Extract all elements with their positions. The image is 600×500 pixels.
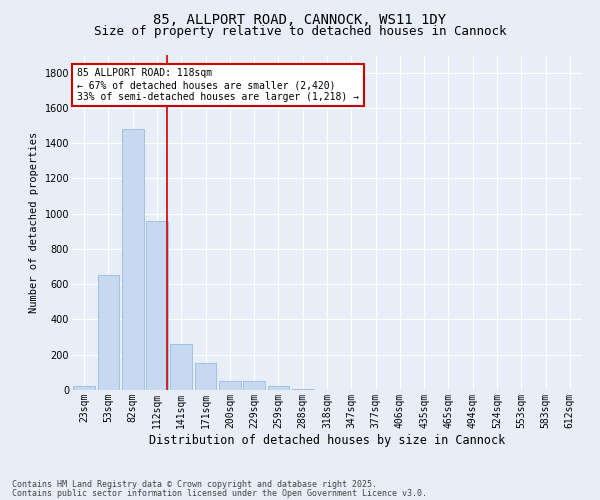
X-axis label: Distribution of detached houses by size in Cannock: Distribution of detached houses by size … <box>149 434 505 446</box>
Text: 85 ALLPORT ROAD: 118sqm
← 67% of detached houses are smaller (2,420)
33% of semi: 85 ALLPORT ROAD: 118sqm ← 67% of detache… <box>77 68 359 102</box>
Text: Contains HM Land Registry data © Crown copyright and database right 2025.: Contains HM Land Registry data © Crown c… <box>12 480 377 489</box>
Bar <box>97 276 119 390</box>
Text: Size of property relative to detached houses in Cannock: Size of property relative to detached ho… <box>94 25 506 38</box>
Bar <box>243 381 265 390</box>
Bar <box>73 386 95 390</box>
Text: Contains public sector information licensed under the Open Government Licence v3: Contains public sector information licen… <box>12 489 427 498</box>
Bar <box>194 362 217 390</box>
Bar <box>122 129 143 390</box>
Bar <box>292 389 314 390</box>
Bar <box>146 220 168 390</box>
Bar <box>268 386 289 390</box>
Y-axis label: Number of detached properties: Number of detached properties <box>29 132 39 313</box>
Bar <box>219 381 241 390</box>
Text: 85, ALLPORT ROAD, CANNOCK, WS11 1DY: 85, ALLPORT ROAD, CANNOCK, WS11 1DY <box>154 12 446 26</box>
Bar <box>170 344 192 390</box>
